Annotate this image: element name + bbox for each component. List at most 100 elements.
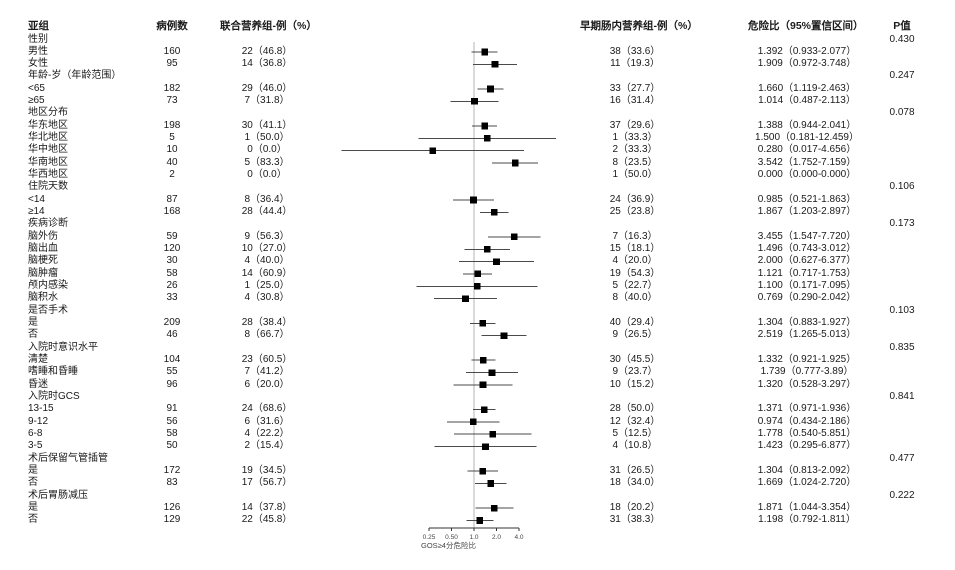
p-value: 0.173 xyxy=(889,218,915,230)
combined-group-value: 28（44.4） xyxy=(241,206,293,218)
early-group-value: 24（36.9） xyxy=(609,193,661,205)
subgroup-level-label: 6-8 xyxy=(28,428,43,440)
p-value: 0.106 xyxy=(889,181,915,193)
x-axis-tick-label: 0.50 xyxy=(445,534,458,541)
combined-group-value: 8（66.7） xyxy=(244,329,290,341)
subgroup-name: 性别 xyxy=(28,33,48,45)
combined-group-value: 1（25.0） xyxy=(244,280,290,292)
table-row: 男性 160 22（46.8） 38（33.6） 1.392（0.933-2.077） xyxy=(0,46,955,58)
early-group-value: 7（16.3） xyxy=(612,230,658,242)
x-axis-tick-label: 1.0 xyxy=(469,534,478,541)
subgroup-name: 住院天数 xyxy=(28,181,68,193)
combined-group-value: 14（60.9） xyxy=(241,267,293,279)
combined-group-value: 24（68.6） xyxy=(241,403,293,415)
subgroup-level-label: <14 xyxy=(28,193,45,205)
cases-count: 33 xyxy=(166,292,178,304)
subgroup-level-label: 否 xyxy=(28,329,38,341)
table-row: 9-12 56 6（31.6） 12（32.4） 0.974（0.434-2.186） xyxy=(0,416,955,428)
hazard-ratio-ci-value: 1.371（0.971-1.936） xyxy=(757,403,857,415)
table-row: 否 46 8（66.7） 9（26.5） 2.519（1.265-5.013） xyxy=(0,329,955,341)
cases-count: 160 xyxy=(163,45,181,57)
subgroup-header-row: 入院时GCS 0.841 xyxy=(0,391,955,403)
subgroup-level-label: 男性 xyxy=(28,45,48,57)
early-group-value: 1（33.3） xyxy=(612,132,658,144)
cases-count: 73 xyxy=(166,95,178,107)
early-group-value: 33（27.7） xyxy=(609,82,661,94)
subgroup-level-label: 昏迷 xyxy=(28,378,48,390)
subgroup-level-label: 9-12 xyxy=(28,415,49,427)
early-group-value: 10（15.2） xyxy=(609,378,661,390)
early-group-value: 5（12.5） xyxy=(612,428,658,440)
cases-count: 30 xyxy=(166,255,178,267)
subgroup-level-label: 是 xyxy=(28,502,38,514)
cases-count: 95 xyxy=(166,58,178,70)
cases-count: 87 xyxy=(166,193,178,205)
hazard-ratio-ci-value: 1.739（0.777-3.89） xyxy=(760,366,854,378)
cases-count: 126 xyxy=(163,502,181,514)
combined-group-value: 28（38.4） xyxy=(241,317,293,329)
column-header-combined-group: 联合营养组-例（%） xyxy=(220,20,317,32)
combined-group-value: 0（0.0） xyxy=(247,169,287,181)
subgroup-header-row: 疾病诊断 0.173 xyxy=(0,218,955,230)
cases-count: 83 xyxy=(166,477,178,489)
column-header-cases: 病例数 xyxy=(156,20,188,32)
hazard-ratio-ci-value: 1.909（0.972-3.748） xyxy=(757,58,857,70)
p-value: 0.222 xyxy=(889,489,915,501)
early-group-value: 19（54.3） xyxy=(609,267,661,279)
table-row: ≥14 168 28（44.4） 25（23.8） 1.867（1.203-2.897） xyxy=(0,206,955,218)
subgroup-name: 疾病诊断 xyxy=(28,218,68,230)
combined-group-value: 1（50.0） xyxy=(244,132,290,144)
subgroup-level-label: 脑外伤 xyxy=(28,230,58,242)
hazard-ratio-ci-value: 1.332（0.921-1.925） xyxy=(757,354,857,366)
table-row: 6-8 58 4（22.2） 5（12.5） 1.778（0.540-5.851） xyxy=(0,428,955,440)
column-header-hazard-ratio: 危险比（95%置信区间） xyxy=(748,20,864,32)
subgroup-level-label: 脑积水 xyxy=(28,292,58,304)
early-group-value: 9（23.7） xyxy=(612,366,658,378)
column-header-p-value: P值 xyxy=(893,20,911,32)
early-group-value: 31（38.3） xyxy=(609,514,661,526)
combined-group-value: 19（34.5） xyxy=(241,465,293,477)
table-row: 嗜睡和昏睡 55 7（41.2） 9（23.7） 1.739（0.777-3.89） xyxy=(0,366,955,378)
cases-count: 10 xyxy=(166,144,178,156)
table-row: 否 129 22（45.8） 31（38.3） 1.198（0.792-1.811） xyxy=(0,514,955,526)
table-row: 清楚 104 23（60.5） 30（45.5） 1.332（0.921-1.925） xyxy=(0,354,955,366)
combined-group-value: 6（31.6） xyxy=(244,415,290,427)
p-value: 0.078 xyxy=(889,107,915,119)
early-group-value: 30（45.5） xyxy=(609,354,661,366)
early-group-value: 12（32.4） xyxy=(609,415,661,427)
hazard-ratio-ci-value: 1.500（0.181-12.459） xyxy=(755,132,859,144)
table-row: 华南地区 40 5（83.3） 8（23.5） 3.542（1.752-7.159） xyxy=(0,157,955,169)
combined-group-value: 14（36.8） xyxy=(241,58,293,70)
table-row: <65 182 29（46.0） 33（27.7） 1.660（1.119-2.463） xyxy=(0,83,955,95)
combined-group-value: 10（27.0） xyxy=(241,243,293,255)
hazard-ratio-ci-value: 1.496（0.743-3.012） xyxy=(757,243,857,255)
subgroup-level-label: 否 xyxy=(28,477,38,489)
table-row: ≥65 73 7（31.8） 16（31.4） 1.014（0.487-2.113） xyxy=(0,95,955,107)
subgroup-name: 术后胃肠减压 xyxy=(28,489,88,501)
hazard-ratio-ci-value: 1.121（0.717-1.753） xyxy=(757,267,857,279)
hazard-ratio-ci-value: 1.014（0.487-2.113） xyxy=(758,95,856,107)
table-row: 是 172 19（34.5） 31（26.5） 1.304（0.813-2.092） xyxy=(0,465,955,477)
early-group-value: 8（40.0） xyxy=(612,292,658,304)
combined-group-value: 29（46.0） xyxy=(241,82,293,94)
hazard-ratio-ci-value: 1.320（0.528-3.297） xyxy=(757,378,857,390)
hazard-ratio-ci-value: 1.778（0.540-5.851） xyxy=(757,428,857,440)
combined-group-value: 5（83.3） xyxy=(244,156,290,168)
subgroup-name: 年龄-岁（年龄范围） xyxy=(28,70,122,82)
combined-group-value: 2（15.4） xyxy=(244,440,290,452)
table-row: 13-15 91 24（68.6） 28（50.0） 1.371（0.971-1.936… xyxy=(0,403,955,415)
x-axis-tick-label: 0.25 xyxy=(423,534,436,541)
subgroup-level-label: 华南地区 xyxy=(28,156,68,168)
p-value: 0.103 xyxy=(889,304,915,316)
table-row: 脑出血 120 10（27.0） 15（18.1） 1.496（0.743-3.012） xyxy=(0,243,955,255)
subgroup-level-label: 女性 xyxy=(28,58,48,70)
early-group-value: 5（22.7） xyxy=(612,280,658,292)
cases-count: 2 xyxy=(169,169,175,181)
column-header-subgroup: 亚组 xyxy=(28,20,49,32)
cases-count: 59 xyxy=(166,230,178,242)
subgroup-level-label: 否 xyxy=(28,514,38,526)
early-group-value: 9（26.5） xyxy=(612,329,658,341)
combined-group-value: 14（37.8） xyxy=(241,502,293,514)
cases-count: 129 xyxy=(163,514,181,526)
combined-group-value: 0（0.0） xyxy=(247,144,287,156)
